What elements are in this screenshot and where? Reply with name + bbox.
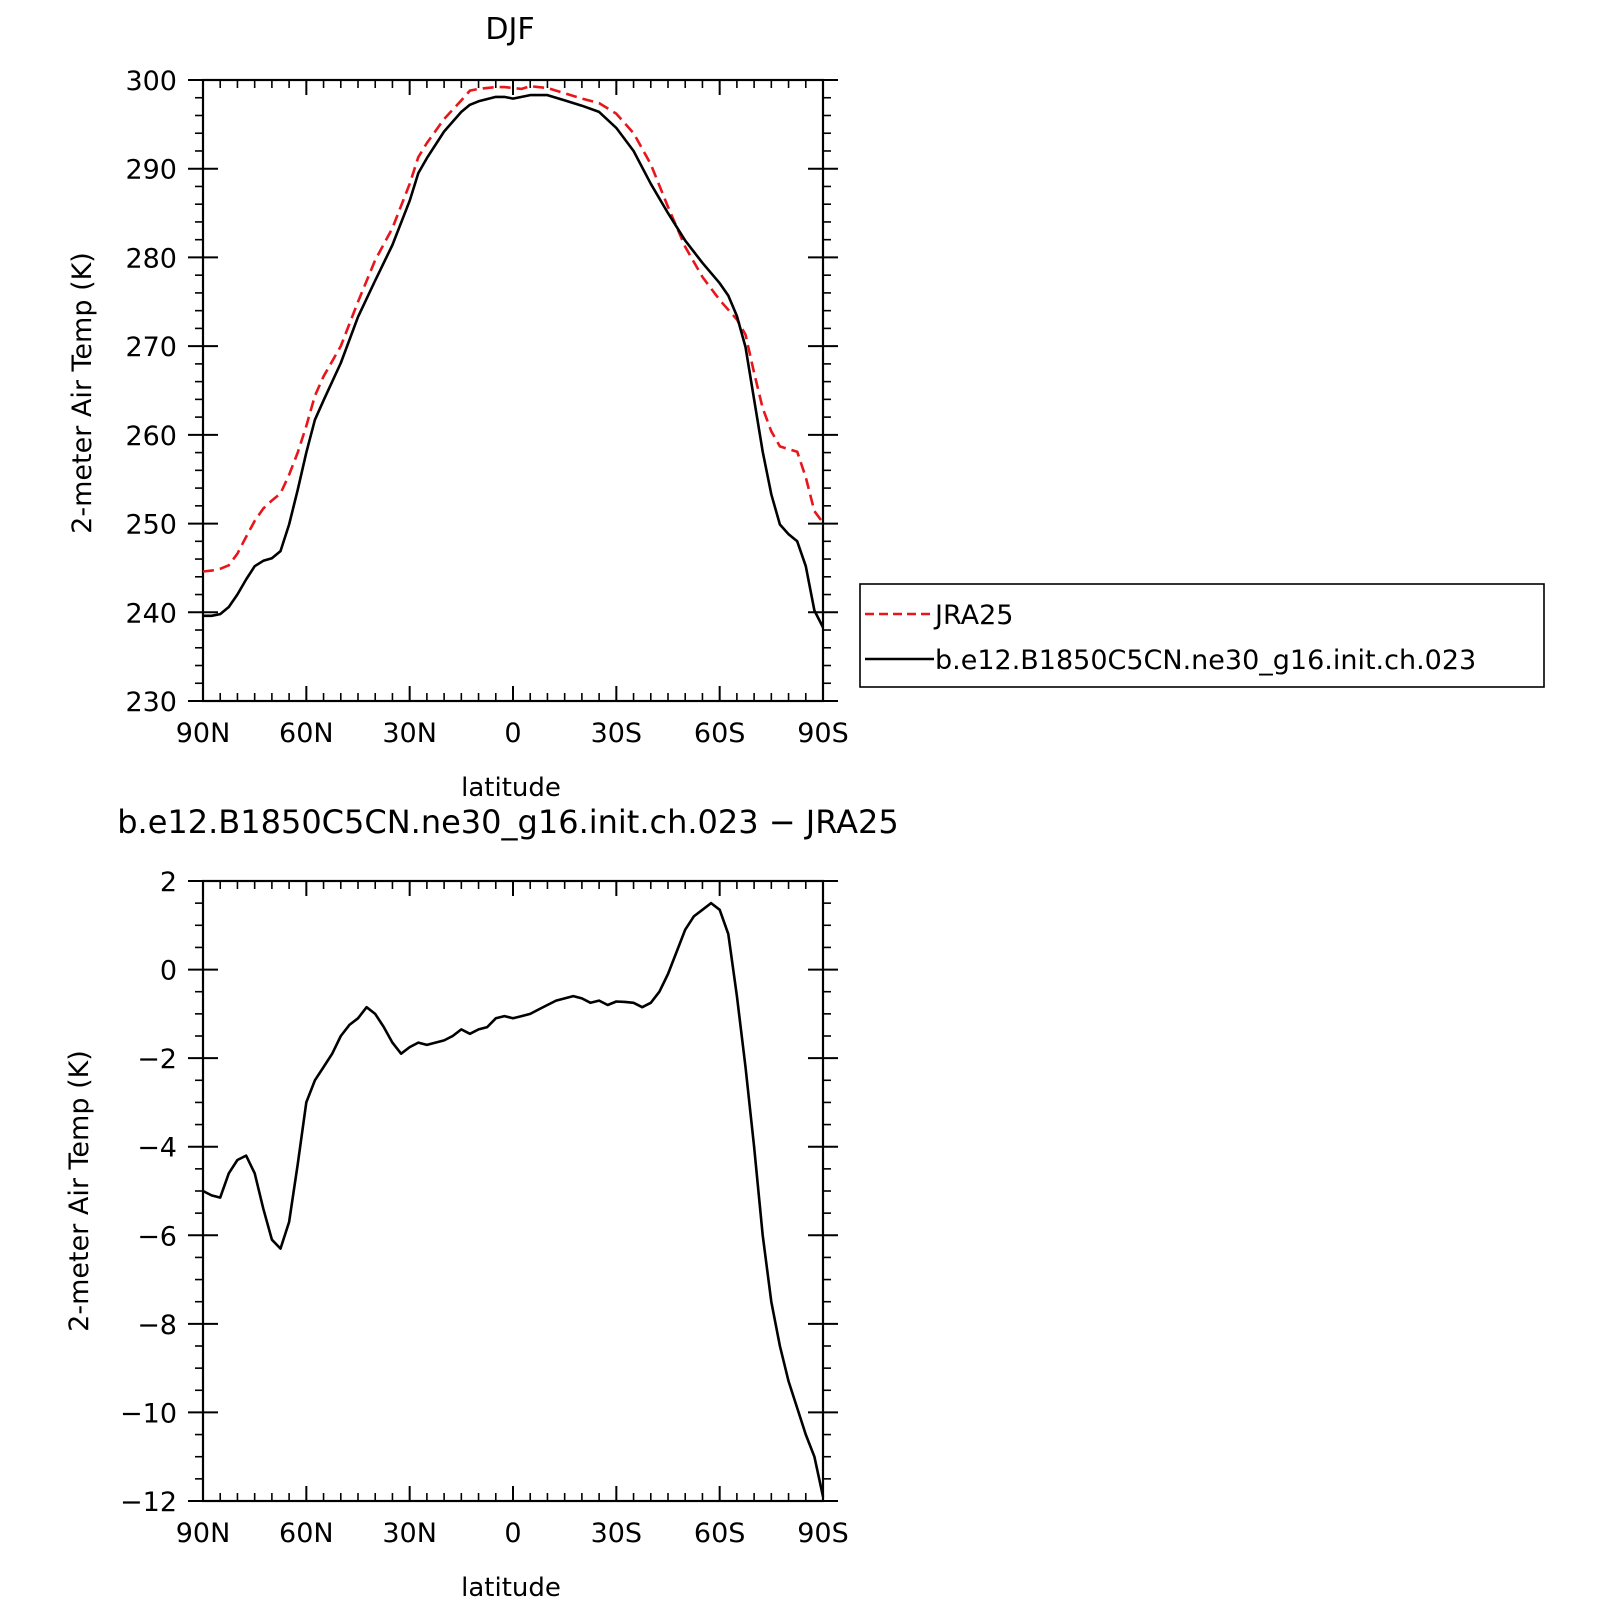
bottom-x-tick-label: 0 xyxy=(504,1518,521,1549)
bottom-y-tick-label: −10 xyxy=(120,1398,177,1429)
top-y-tick-label: 280 xyxy=(125,243,177,274)
bottom-y-tick-label: 2 xyxy=(160,867,177,898)
bottom-y-tick-label: −4 xyxy=(137,1133,177,1164)
top-x-tick-label: 30S xyxy=(591,718,643,749)
bottom-y-tick-label: −12 xyxy=(120,1487,177,1518)
bottom-y-tick-label: −2 xyxy=(137,1044,177,1075)
top-y-tick-label: 290 xyxy=(125,155,177,186)
top-x-tick-label: 90S xyxy=(797,718,849,749)
bottom-plot-frame xyxy=(201,879,825,1503)
top-y-tick-label: 300 xyxy=(125,66,177,97)
top-y-axis-label: 2-meter Air Temp (K) xyxy=(67,252,98,534)
bottom-series-line-0 xyxy=(202,901,825,1497)
top-x-axis-label: latitude xyxy=(461,773,561,803)
legend-label-model: b.e12.B1850C5CN.ne30_g16.init.ch.023 xyxy=(935,645,1476,676)
bottom-panel: b.e12.B1850C5CN.ne30_g16.init.ch.023 − J… xyxy=(64,803,899,1603)
legend-box xyxy=(859,583,1545,688)
top-plot-area: 90N 60N 30N 0 30S 60S 90S 230 240 250 260 270 280 290… xyxy=(125,66,848,749)
bottom-title: b.e12.B1850C5CN.ne30_g16.init.ch.023 − J… xyxy=(117,803,899,841)
bottom-y-tick-label: −8 xyxy=(137,1310,177,1341)
bottom-y-tick-label: 0 xyxy=(160,956,177,987)
bottom-x-tick-label: 90N xyxy=(176,1518,231,1549)
top-x-tick-label: 90N xyxy=(176,718,231,749)
top-series-line-0 xyxy=(202,84,825,573)
legend-label-jra25: JRA25 xyxy=(933,600,1013,631)
legend: JRA25 b.e12.B1850C5CN.ne30_g16.init.ch.0… xyxy=(859,583,1545,688)
bottom-y-axis-label: 2-meter Air Temp (K) xyxy=(64,1050,95,1332)
top-y-tick-label: 250 xyxy=(125,510,177,541)
top-panel: DJF 90N 60N 30N 0 30S 60S 90S 230 240 250 260 270 28… xyxy=(67,12,1545,803)
top-x-tick-label: 60N xyxy=(279,718,334,749)
top-y-tick-label: 240 xyxy=(125,598,177,629)
top-x-tick-label: 0 xyxy=(504,718,521,749)
bottom-x-tick-label: 90S xyxy=(797,1518,849,1549)
bottom-x-tick-label: 30N xyxy=(382,1518,437,1549)
bottom-x-tick-label: 60N xyxy=(279,1518,334,1549)
bottom-x-axis-label: latitude xyxy=(461,1573,561,1603)
bottom-plot-area: 90N 60N 30N 0 30S 60S 90S −12 −10 −8 −6 −4 −2 0 2 xyxy=(120,867,849,1549)
bottom-x-tick-label: 60S xyxy=(694,1518,746,1549)
bottom-y-tick-label: −6 xyxy=(137,1221,177,1252)
top-y-tick-label: 270 xyxy=(125,332,177,363)
top-series-line-1 xyxy=(203,93,825,628)
bottom-x-tick-label: 30S xyxy=(591,1518,643,1549)
top-x-tick-label: 60S xyxy=(694,718,746,749)
top-plot-frame xyxy=(201,78,825,703)
top-y-tick-label: 260 xyxy=(125,421,177,452)
top-x-tick-label: 30N xyxy=(382,718,437,749)
top-y-tick-label: 230 xyxy=(125,687,177,718)
top-title: DJF xyxy=(485,12,534,47)
